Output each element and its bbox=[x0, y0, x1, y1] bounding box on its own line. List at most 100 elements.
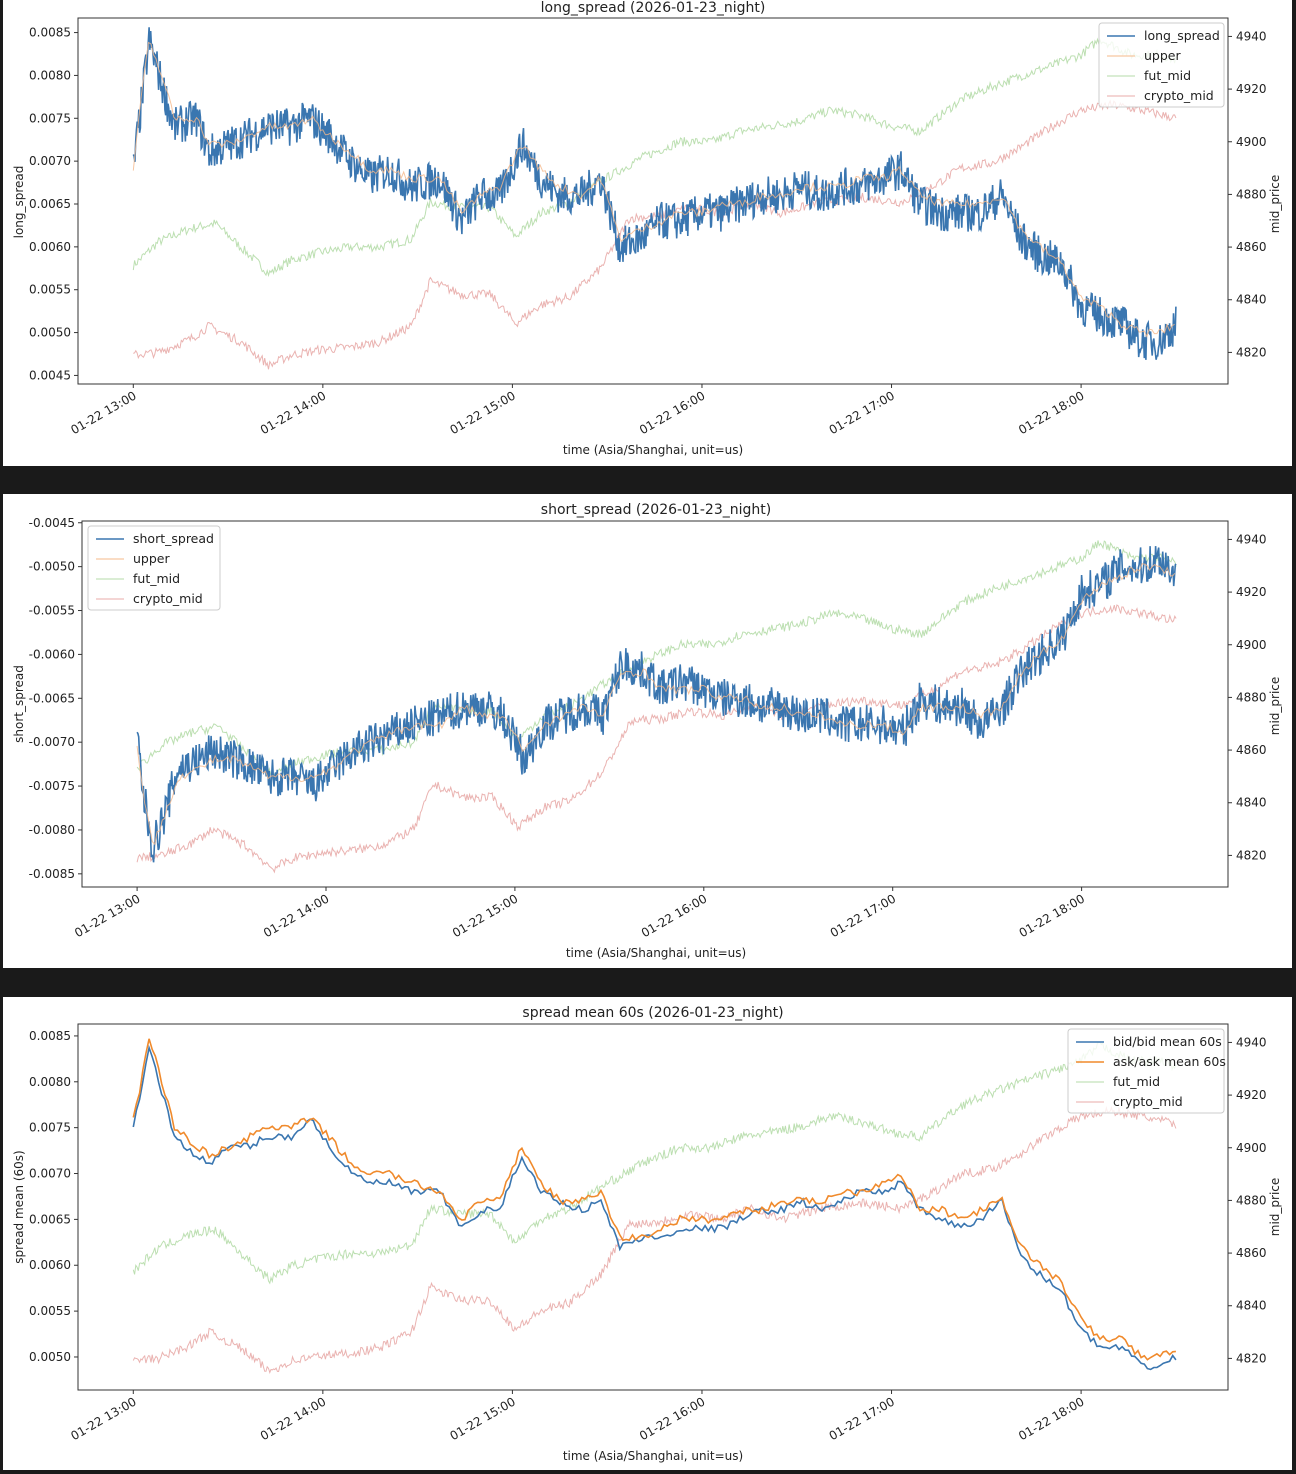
y2-tick-label: 4920 bbox=[1236, 1088, 1267, 1102]
short-spread-chart: short_spread (2026-01-23_night) -0.0085 -… bbox=[12, 502, 1282, 960]
y-tick-label: 0.0085 bbox=[29, 1029, 71, 1043]
x-tick-label: 01-22 15:00 bbox=[450, 891, 520, 940]
y-tick-label: 0.0060 bbox=[29, 240, 71, 254]
legend-label: crypto_mid bbox=[1144, 88, 1214, 103]
y-tick-label: 0.0075 bbox=[29, 111, 71, 125]
series-line-ask-ask-mean-60s bbox=[132, 1038, 1176, 1361]
series-line-crypto-mid bbox=[132, 1105, 1177, 1374]
y2-tick-label: 4840 bbox=[1236, 796, 1267, 810]
plot-area bbox=[132, 1038, 1177, 1374]
series-line-fut-mid bbox=[136, 540, 1177, 782]
x-tick-label: 01-22 15:00 bbox=[447, 388, 517, 437]
y2-tick-label: 4940 bbox=[1236, 1035, 1267, 1049]
legend-label: upper bbox=[1144, 48, 1181, 63]
spread-mean-chart: spread mean 60s (2026-01-23_night) 0.005… bbox=[12, 1005, 1282, 1463]
y-axis-label: spread mean (60s) bbox=[12, 1150, 26, 1263]
y-tick-label: 0.0055 bbox=[29, 283, 71, 297]
series-line-upper bbox=[136, 563, 1176, 846]
y-tick-label: 0.0055 bbox=[29, 1304, 71, 1318]
y2-tick-label: 4920 bbox=[1236, 82, 1267, 96]
y2-axis-label: mid_price bbox=[1268, 175, 1282, 234]
y-tick-label: -0.0085 bbox=[29, 867, 75, 881]
x-tick-label: 01-22 15:00 bbox=[447, 1394, 517, 1443]
chart-panel-spread-mean: spread mean 60s (2026-01-23_night) 0.005… bbox=[3, 997, 1292, 1470]
y2-tick-label: 4940 bbox=[1236, 29, 1267, 43]
x-axis-label: time (Asia/Shanghai, unit=us) bbox=[566, 946, 746, 960]
y-tick-label: 0.0070 bbox=[29, 154, 71, 168]
legend-label: fut_mid bbox=[1144, 68, 1191, 83]
y-tick-label: 0.0065 bbox=[29, 197, 71, 211]
x-tick-label: 01-22 18:00 bbox=[1017, 891, 1087, 940]
x-tick-label: 01-22 14:00 bbox=[258, 1394, 328, 1443]
legend-label: long_spread bbox=[1144, 28, 1220, 43]
y-tick-label: -0.0080 bbox=[29, 823, 75, 837]
axes-frame bbox=[81, 520, 1229, 888]
y2-tick-label: 4860 bbox=[1236, 1246, 1267, 1260]
legend-label: short_spread bbox=[133, 531, 214, 546]
y-tick-label: -0.0045 bbox=[29, 516, 75, 530]
y2-tick-label: 4900 bbox=[1236, 1141, 1267, 1155]
chart-panel-long-spread: long_spread (2026-01-23_night) 0.0045 0.0… bbox=[3, 0, 1292, 466]
y-axis-label: long_spread bbox=[12, 166, 26, 239]
x-tick-label: 01-22 16:00 bbox=[637, 388, 707, 437]
y2-tick-label: 4920 bbox=[1236, 585, 1267, 599]
legend: bid/bid mean 60s ask/ask mean 60s fut_midc… bbox=[1067, 1028, 1226, 1114]
x-tick-label: 01-22 14:00 bbox=[258, 388, 328, 437]
y-tick-label: 0.0045 bbox=[29, 368, 71, 382]
y2-tick-label: 4860 bbox=[1236, 240, 1267, 254]
x-tick-label: 01-22 13:00 bbox=[72, 891, 142, 940]
y-tick-label: 0.0080 bbox=[29, 68, 71, 82]
series-line-crypto-mid bbox=[133, 99, 1177, 370]
y-tick-label: 0.0085 bbox=[29, 26, 71, 40]
legend-label: ask/ask mean 60s bbox=[1113, 1054, 1226, 1069]
legend-box bbox=[87, 525, 221, 611]
y2-tick-label: 4940 bbox=[1236, 532, 1267, 546]
legend-label: upper bbox=[133, 551, 170, 566]
x-tick-label: 01-22 17:00 bbox=[827, 388, 897, 437]
y-tick-label: 0.0050 bbox=[29, 1350, 71, 1364]
y2-tick-label: 4880 bbox=[1236, 187, 1267, 201]
series-line-crypto-mid bbox=[136, 604, 1177, 874]
series-line-fut-mid bbox=[132, 37, 1177, 278]
y-tick-label: 0.0050 bbox=[29, 326, 71, 340]
y2-tick-label: 4900 bbox=[1236, 638, 1267, 652]
y-tick-label: -0.0065 bbox=[29, 691, 75, 705]
x-axis-label: time (Asia/Shanghai, unit=us) bbox=[563, 443, 743, 457]
y-tick-label: 0.0075 bbox=[29, 1121, 71, 1135]
y-tick-label: 0.0080 bbox=[29, 1075, 71, 1089]
y2-axis-label: mid_price bbox=[1268, 1178, 1282, 1237]
series-line-bid-bid-mean-60s bbox=[132, 1044, 1177, 1371]
legend-label: fut_mid bbox=[1113, 1074, 1160, 1089]
y2-tick-label: 4880 bbox=[1236, 1193, 1267, 1207]
y-tick-label: -0.0060 bbox=[29, 647, 75, 661]
y2-tick-label: 4900 bbox=[1236, 135, 1267, 149]
series-line-short-spread bbox=[136, 546, 1177, 863]
series-line-upper bbox=[132, 41, 1175, 338]
long-spread-chart: long_spread (2026-01-23_night) 0.0045 0.0… bbox=[12, 0, 1282, 457]
y2-tick-label: 4860 bbox=[1236, 743, 1267, 757]
legend-box bbox=[1098, 22, 1225, 108]
x-axis-label: time (Asia/Shanghai, unit=us) bbox=[563, 1449, 743, 1463]
legend-label: bid/bid mean 60s bbox=[1113, 1034, 1222, 1049]
axes-frame bbox=[77, 17, 1229, 385]
x-tick-label: 01-22 18:00 bbox=[1016, 388, 1086, 437]
y-tick-label: -0.0055 bbox=[29, 604, 75, 618]
y2-tick-label: 4840 bbox=[1236, 1299, 1267, 1313]
y-tick-label: -0.0075 bbox=[29, 779, 75, 793]
series-line-long-spread bbox=[132, 27, 1177, 360]
chart-title: long_spread (2026-01-23_night) bbox=[541, 0, 766, 16]
y2-tick-label: 4840 bbox=[1236, 293, 1267, 307]
chart-title: spread mean 60s (2026-01-23_night) bbox=[522, 1005, 783, 1021]
x-tick-label: 01-22 17:00 bbox=[828, 891, 898, 940]
chart-title: short_spread (2026-01-23_night) bbox=[541, 502, 771, 518]
plot-area bbox=[136, 540, 1177, 874]
y-tick-label: 0.0070 bbox=[29, 1167, 71, 1181]
x-tick-label: 01-22 16:00 bbox=[637, 1394, 707, 1443]
y2-tick-label: 4820 bbox=[1236, 1351, 1267, 1365]
x-tick-label: 01-22 16:00 bbox=[639, 891, 709, 940]
y-tick-label: -0.0070 bbox=[29, 735, 75, 749]
plot-area bbox=[132, 27, 1177, 370]
x-tick-label: 01-22 13:00 bbox=[68, 1394, 138, 1443]
